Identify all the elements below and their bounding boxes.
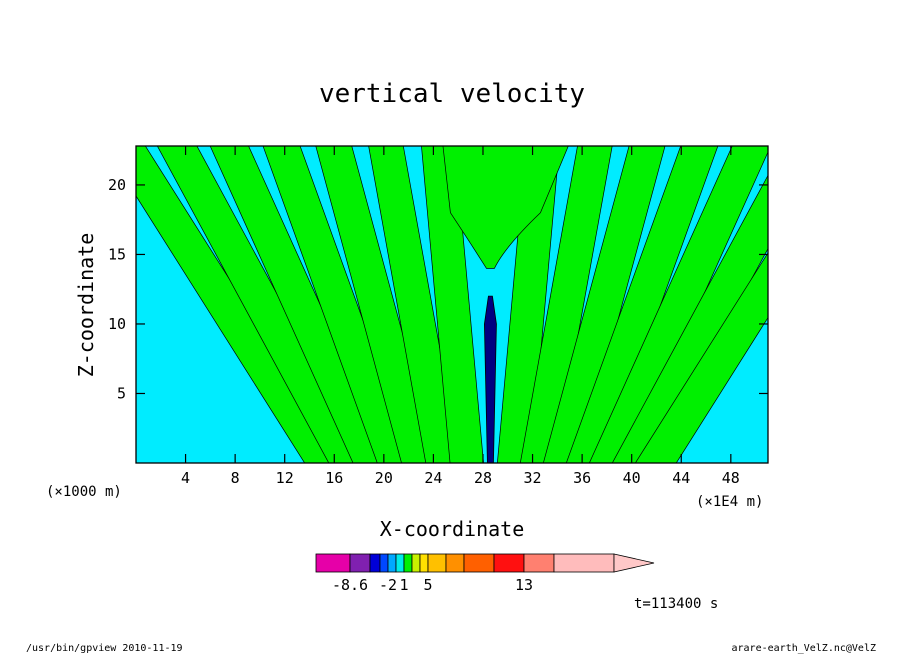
contour-band [519,146,613,463]
colorbar-swatch [387,553,397,573]
y-tick-label: 15 [108,245,126,263]
time-label: t=113400 s [634,596,718,612]
footer-left: /usr/bin/gpview 2010-11-19 [26,643,183,654]
colorbar: -8.6 -2 1 5 13 [315,553,655,594]
colorbar-swatch [553,553,615,573]
x-axis-label: X-coordinate [380,517,525,541]
colorbar-label: 13 [515,576,533,594]
colorbar-label: -8.6 [332,576,368,594]
y-tick-label: 10 [108,315,126,333]
contour-band [542,146,666,463]
x-tick-label: 48 [722,469,740,487]
contour-band [611,174,768,463]
contour-band [421,146,484,463]
colorbar-extend-arrow [613,553,655,573]
colorbar-swatch [379,553,389,573]
x-tick-label: 16 [325,469,343,487]
x-tick-label: 40 [623,469,641,487]
colorbar-swatch [369,553,381,573]
x-tick-label: 36 [573,469,591,487]
contour-band [565,146,719,463]
chart-title: vertical velocity [319,79,585,109]
colorbar-label: 1 [399,576,408,594]
x-tick-label: 8 [231,469,240,487]
contour-band [209,146,392,463]
colorbar-swatch [411,553,421,573]
contour-cap [442,146,569,269]
colorbar-swatch [427,553,447,573]
x-tick-label: 24 [424,469,442,487]
colorbar-swatch [445,553,465,573]
colorbar-swatch [315,553,351,573]
colorbar-swatch [395,553,405,573]
colorbar-swatch [403,553,413,573]
contour-band [634,252,768,463]
footer-right: arare-earth_VelZ.nc@VelZ [732,643,877,654]
contour-band [588,146,768,463]
contour-band [496,146,560,463]
colorbar-swatch [493,553,525,573]
plume-core [484,295,497,463]
field-contours [136,146,768,463]
colorbar-swatch [523,553,555,573]
contour-band [156,146,369,463]
x-axis: 4 8 12 16 20 24 28 32 36 40 44 48 [181,146,740,487]
x-tick-label: 12 [276,469,294,487]
plot-area [135,145,769,464]
plot-frame [135,145,769,464]
x-tick-label: 4 [181,469,190,487]
colorbar-swatch [463,553,495,573]
contour-band [315,146,438,463]
colorbar-swatch [419,553,429,573]
contour-band [262,146,415,463]
x-tick-label: 44 [672,469,690,487]
y-tick-label: 5 [117,384,126,402]
x-tick-label: 32 [524,469,542,487]
contour-band [368,146,461,463]
y-axis: 5 10 15 20 [108,176,768,402]
x-tick-label: 28 [474,469,492,487]
colorbar-swatch [349,553,371,573]
x-unit-right: (×1E4 m) [696,494,763,510]
y-axis-label: Z-coordinate [74,233,98,378]
y-tick-label: 20 [108,176,126,194]
x-unit-left: (×1000 m) [46,484,122,500]
colorbar-label: 5 [423,576,432,594]
colorbar-label: -2 [379,576,397,594]
x-tick-label: 20 [375,469,393,487]
